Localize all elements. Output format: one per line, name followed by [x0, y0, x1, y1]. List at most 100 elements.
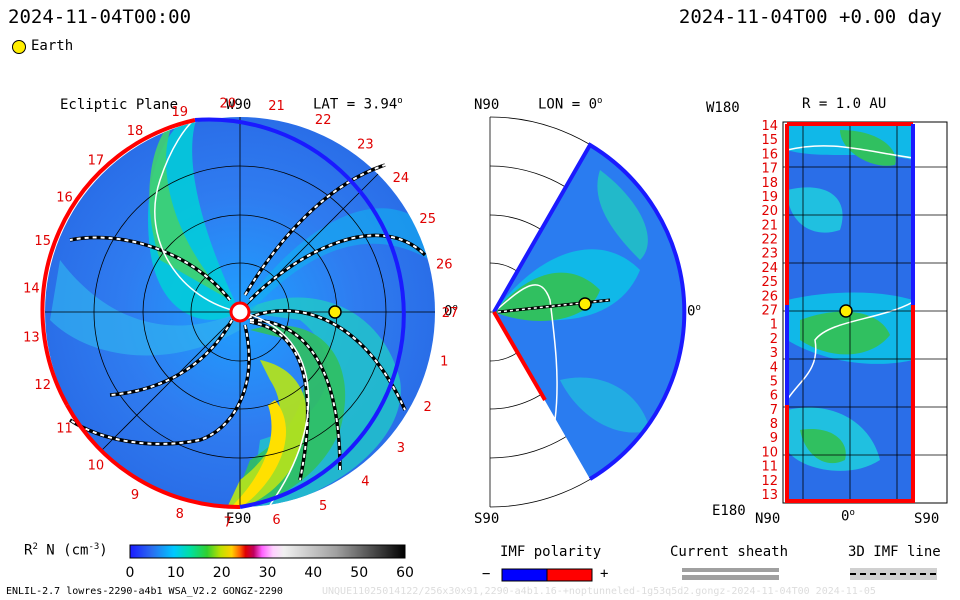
r-panel-y-number: 10: [761, 445, 778, 460]
colorbar-tick: 50: [350, 565, 368, 581]
r-panel-y-number: 17: [761, 162, 778, 177]
rotation-number: 9: [131, 488, 139, 503]
x-tick-n90: N90: [755, 511, 781, 527]
lat-label: LAT = 3.94o: [313, 96, 403, 113]
r-panel-y-number: 13: [761, 488, 778, 503]
w90-label: W90: [226, 97, 252, 113]
s90-label: S90: [474, 511, 500, 527]
r-panel-y-number: 18: [761, 176, 778, 191]
colorbar-ticks: 0 10 20 30 40 50 60: [126, 565, 414, 581]
r-au-panel: [782, 121, 948, 504]
date-left: 2024-11-04T00:00: [8, 6, 192, 28]
rotation-number: 10: [88, 459, 105, 474]
rotation-number: 24: [393, 171, 410, 186]
r-panel-y-number: 26: [761, 289, 778, 304]
current-sheath-legend: [682, 568, 779, 580]
r-panel-y-number: 14: [761, 119, 778, 134]
ecliptic-zero-label: 0o: [444, 303, 458, 320]
ecliptic-title: Ecliptic Plane: [60, 97, 179, 113]
colorbar-tick: 20: [213, 565, 231, 581]
r-panel-y-number: 9: [770, 431, 778, 446]
current-sheath-title: Current sheath: [670, 544, 789, 560]
meridional-panel: [489, 116, 687, 508]
imf-polarity-minus: −: [482, 566, 491, 582]
rotation-number: 7: [224, 516, 232, 531]
r-panel-y-number: 6: [770, 389, 778, 404]
w180-label: W180: [706, 100, 740, 116]
rotation-number: 3: [397, 441, 405, 456]
rotation-number: 16: [56, 191, 73, 206]
colorbar-tick: 10: [167, 565, 185, 581]
e180-label: E180: [712, 503, 746, 519]
rotation-number: 8: [176, 507, 184, 522]
colorbar-tick: 0: [126, 565, 135, 581]
x-tick-0: 0o: [841, 508, 855, 525]
rotation-number: 18: [127, 124, 144, 139]
r-panel-y-number: 3: [770, 346, 778, 361]
rotation-number: 17: [88, 153, 105, 168]
r-panel-y-number: 21: [761, 218, 778, 233]
r-panel-y-number: 20: [761, 204, 778, 219]
lon-label: LON = 0o: [538, 96, 603, 113]
e90-label: E90: [226, 511, 252, 527]
imf-polarity-plus: +: [600, 566, 609, 582]
imf-line-title: 3D IMF line: [848, 544, 941, 560]
rotation-number: 27: [442, 306, 459, 321]
rotation-number: 5: [319, 499, 327, 514]
earth-marker-ecliptic: [328, 305, 342, 319]
rotation-number: 21: [268, 99, 285, 114]
footer-right: UNQUE11025014122/256x30x91,2290-a4b1.16-…: [322, 586, 876, 597]
n90-label: N90: [474, 97, 500, 113]
earth-marker-r: [839, 304, 853, 318]
r-panel-y-number: 12: [761, 474, 778, 489]
rotation-number: 12: [34, 378, 51, 393]
rotation-number: 26: [436, 258, 453, 273]
meridional-zero-label: 0o: [687, 303, 701, 320]
r-panel-y-number: 4: [770, 360, 778, 375]
r-panel-y-number: 16: [761, 147, 778, 162]
imf-polarity-title: IMF polarity: [500, 544, 602, 560]
earth-legend-label: Earth: [31, 38, 74, 54]
r-panel-y-number: 23: [761, 247, 778, 262]
r-panel-y-number: 24: [761, 261, 778, 276]
rotation-number: 1: [440, 354, 448, 369]
r-panel-y-number: 8: [770, 417, 778, 432]
r-au-label: R = 1.0 AU: [802, 96, 887, 112]
footer-left: ENLIL-2.7 lowres-2290-a4b1 WSA_V2.2 GONG…: [6, 586, 283, 597]
r-panel-y-number: 5: [770, 375, 778, 390]
rotation-number: 2: [424, 400, 432, 415]
rotation-number: 13: [23, 330, 40, 345]
x-tick-s90: S90: [914, 511, 940, 527]
rotation-number: 25: [419, 212, 436, 227]
earth-marker-meridional: [578, 297, 592, 311]
r-panel-y-number: 19: [761, 190, 778, 205]
rotation-number: 22: [315, 113, 332, 128]
r-panel-y-number: 25: [761, 275, 778, 290]
rotation-number: 15: [34, 234, 51, 249]
date-right: 2024-11-04T00 +0.00 day: [678, 6, 942, 28]
rotation-number: 20: [220, 96, 237, 111]
r-panel-y-numbers: 1415161718192021222324252627123456789101…: [761, 119, 778, 503]
imf-polarity-legend: [501, 568, 593, 582]
rotation-number: 23: [357, 138, 374, 153]
r-panel-y-number: 27: [761, 304, 778, 319]
rotation-number: 14: [23, 282, 40, 297]
rotation-number: 19: [172, 105, 189, 120]
r-panel-y-number: 11: [761, 460, 778, 475]
colorbar-tick: 40: [304, 565, 322, 581]
earth-legend-icon: [12, 40, 26, 54]
colorbar-tick: 60: [396, 565, 414, 581]
ecliptic-plane-panel: [40, 114, 435, 510]
colorbar-label: R2 N (cm-3): [24, 542, 108, 559]
r-panel-y-number: 7: [770, 403, 778, 418]
imf-line-legend: [850, 568, 937, 580]
r-panel-y-number: 2: [770, 332, 778, 347]
rotation-number: 6: [272, 513, 280, 528]
r-panel-y-number: 1: [770, 318, 778, 333]
rotation-number: 4: [361, 474, 369, 489]
r-panel-y-number: 15: [761, 133, 778, 148]
rotation-number: 11: [56, 421, 73, 436]
colorbar: [129, 544, 406, 559]
